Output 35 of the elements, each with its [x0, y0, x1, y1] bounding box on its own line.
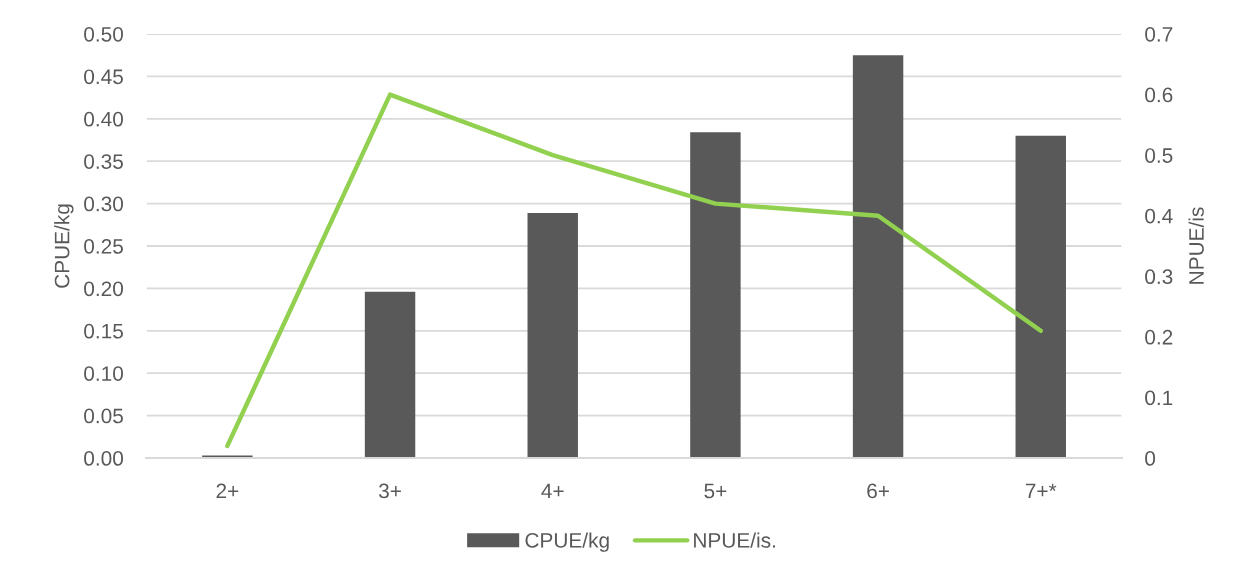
y-tick-label: 0.00 [84, 451, 124, 466]
y2-tick-label: 0.1 [1145, 390, 1173, 406]
y2-tick-label: 0.3 [1145, 269, 1173, 285]
y2-tick-label: 0.5 [1145, 148, 1173, 163]
y2-axis-title: NPUE/is [1188, 207, 1204, 284]
x-tick-label: 5+ [704, 483, 727, 499]
line-series [225, 92, 1043, 449]
bar [364, 291, 416, 459]
y2-tick-label: 0.7 [1145, 26, 1173, 42]
x-tick-label: 4+ [541, 483, 564, 499]
y-tick-label: 0.40 [84, 111, 124, 127]
bar [852, 55, 904, 459]
y-tick-label: 0.05 [84, 408, 123, 424]
bar [1015, 135, 1066, 459]
y-tick-label: 0.45 [84, 69, 123, 85]
bar [690, 132, 741, 459]
x-tick-label: 3+ [378, 483, 401, 499]
y-tick-label: 0.15 [84, 323, 123, 339]
y-axis-title: CPUE/kg [54, 204, 74, 288]
y2-tick-label: 0 [1145, 451, 1156, 466]
legend-label: CPUE/kg [525, 532, 609, 552]
x-tick-label: 6+ [867, 483, 889, 499]
y2-tick-label: 0.4 [1145, 208, 1173, 224]
y-tick-label: 0.10 [84, 366, 124, 381]
y-tick-label: 0.35 [84, 154, 123, 169]
bar [527, 212, 578, 459]
x-tick-label: 2+ [216, 483, 239, 499]
y2-tick-label: 0.2 [1145, 329, 1173, 345]
x-tick-label: 7+* [1025, 483, 1057, 499]
y-tick-label: 0.25 [84, 239, 123, 254]
y-tick-label: 0.20 [84, 281, 124, 297]
y2-tick-label: 0.6 [1145, 87, 1173, 103]
y-tick-label: 0.50 [84, 26, 124, 42]
legend-label: NPUE/is. [694, 532, 775, 548]
y-tick-label: 0.30 [84, 196, 124, 212]
